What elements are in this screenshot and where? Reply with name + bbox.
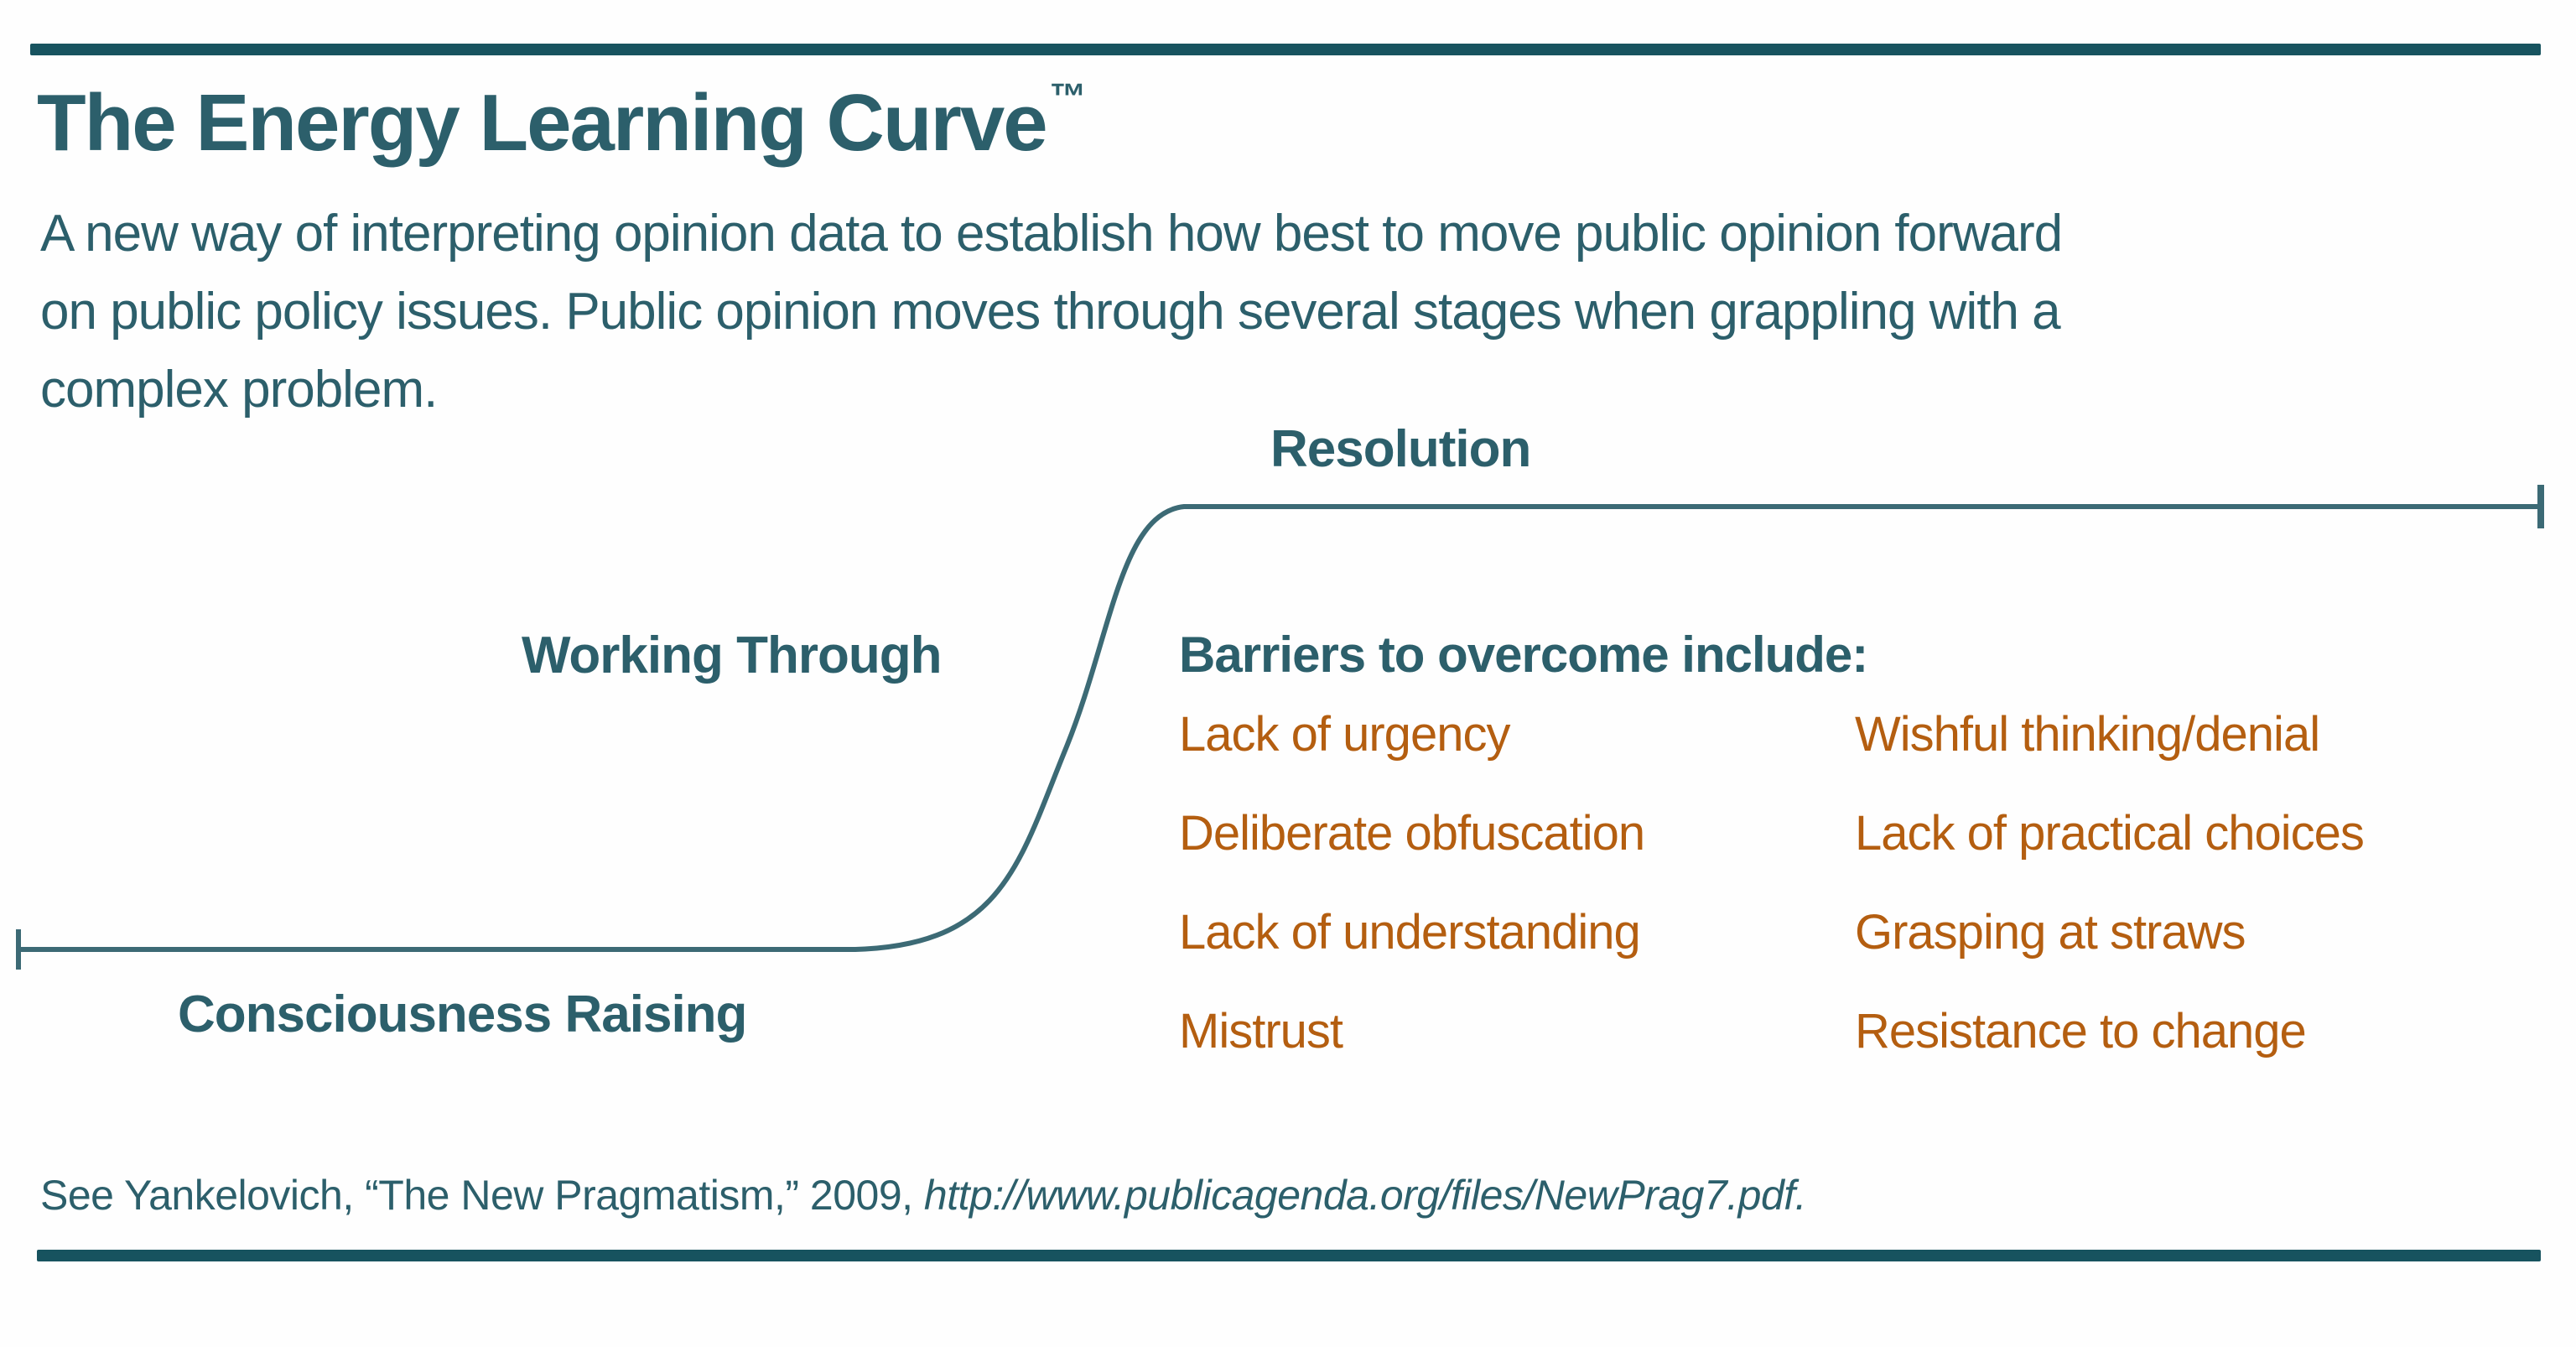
- barrier-item: Mistrust: [1179, 1004, 1343, 1058]
- stage-label-consciousness-raising: Consciousness Raising: [178, 986, 747, 1043]
- stage-label-resolution: Resolution: [1270, 420, 1531, 478]
- barrier-item: Deliberate obfuscation: [1179, 806, 1645, 861]
- barrier-item: Wishful thinking/denial: [1855, 707, 2320, 762]
- barrier-item: Lack of practical choices: [1855, 806, 2365, 861]
- page-title: The Energy Learning Curve™: [37, 76, 1087, 169]
- trademark-symbol: ™: [1049, 76, 1087, 117]
- citation-url: http://www.publicagenda.org/files/NewPra…: [923, 1172, 1807, 1219]
- page-title-text: The Energy Learning Curve: [37, 78, 1048, 168]
- subtitle-line: on public policy issues. Public opinion …: [40, 283, 2061, 341]
- barrier-item: Lack of understanding: [1179, 905, 1641, 960]
- subtitle-paragraph: A new way of interpreting opinion data t…: [40, 195, 2063, 429]
- top-rule: [30, 44, 2541, 55]
- barriers-heading: Barriers to overcome include:: [1179, 627, 1868, 683]
- barrier-item: Grasping at straws: [1855, 905, 2246, 960]
- subtitle-line: complex problem.: [40, 361, 438, 419]
- barriers-column-right: Wishful thinking/denial Lack of practica…: [1855, 707, 2365, 1058]
- subtitle-line: A new way of interpreting opinion data t…: [40, 205, 2063, 263]
- citation-text: See Yankelovich, “The New Pragmatism,” 2…: [40, 1172, 924, 1219]
- footer-citation: See Yankelovich, “The New Pragmatism,” 2…: [40, 1171, 1807, 1220]
- bottom-rule: [37, 1250, 2541, 1261]
- barriers-column-left: Lack of urgency Deliberate obfuscation L…: [1179, 707, 1645, 1058]
- barrier-item: Resistance to change: [1855, 1004, 2307, 1058]
- s-curve-path: [16, 504, 2543, 952]
- barrier-item: Lack of urgency: [1179, 707, 1510, 762]
- stage-label-working-through: Working Through: [522, 627, 942, 684]
